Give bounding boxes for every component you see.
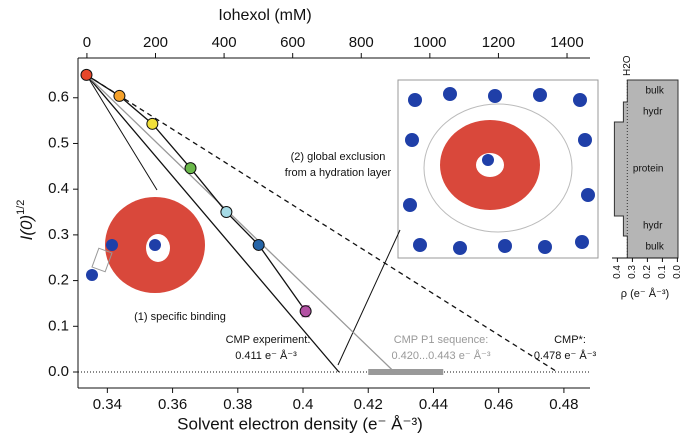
profile-tick-label: 0.4	[612, 265, 623, 279]
x-tick-label: 0.34	[93, 396, 122, 413]
y-tick-label: 0.6	[48, 89, 69, 106]
x-tick-label: 0.38	[223, 396, 252, 413]
annotation: (2) global exclusion	[291, 151, 386, 163]
profile-tick-label: 0.3	[627, 265, 638, 279]
x2-tick-label: 1400	[550, 34, 583, 51]
x2-tick-label: 1000	[413, 34, 446, 51]
region-label: bulk	[645, 86, 664, 97]
x-tick-label: 0.46	[484, 396, 513, 413]
region-label: hydr	[643, 107, 663, 118]
annotation: 0.478 e⁻ Å⁻³	[534, 349, 597, 362]
data-point	[146, 117, 159, 130]
x2-tick-label: 200	[143, 34, 168, 51]
data-point	[299, 305, 312, 318]
x2-tick-label: 600	[280, 34, 305, 51]
data-point	[184, 162, 197, 175]
annotation: 0.420...0.443 e⁻ Å⁻³	[391, 349, 490, 362]
y-axis-title-sup: 1/2	[15, 200, 27, 215]
pointer	[337, 229, 401, 366]
inset-exclusion	[397, 79, 599, 259]
y-tick-label: 0.3	[48, 226, 69, 243]
protein-binding	[86, 197, 205, 293]
profile-title: H2O	[622, 55, 633, 76]
p1-range	[368, 369, 444, 376]
x2-axis-title: Iohexol (mM)	[218, 7, 311, 24]
y-axis-title-main: I(0)	[17, 215, 36, 241]
annotation: CMP P1 sequence:	[394, 334, 489, 346]
x-tick-label: 0.48	[549, 396, 578, 413]
fit-line	[85, 74, 340, 373]
profile-tick-label: 0.0	[672, 265, 680, 279]
annotation: from a hydration layer	[285, 167, 392, 179]
annotation: (1) specific binding	[134, 311, 226, 323]
fit-line	[86, 74, 558, 373]
profile-tick-label: 0.1	[657, 265, 668, 279]
annotation: CMP*:	[554, 334, 586, 346]
region-label: bulk	[645, 242, 664, 253]
y-axis-title: I(0)1/2	[15, 200, 37, 241]
annotation: 0.411 e⁻ Å⁻³	[235, 349, 297, 362]
y-tick-label: 0.1	[48, 317, 69, 334]
profile-x-title: ρ (e⁻ Å⁻³)	[621, 287, 669, 300]
x2-tick-label: 400	[212, 34, 237, 51]
data-point	[220, 206, 233, 219]
x-tick-label: 0.4	[293, 396, 314, 413]
pointer	[86, 74, 158, 191]
fit-line	[86, 74, 395, 373]
data-point	[113, 89, 126, 102]
y-tick-label: 0.2	[48, 272, 69, 289]
x2-tick-label: 1200	[482, 34, 515, 51]
y-tick-label: 0.0	[48, 363, 69, 380]
profile-tick-label: 0.2	[642, 265, 653, 279]
x2-tick-label: 0	[83, 34, 91, 51]
x-axis-title: Solvent electron density (e⁻ Å⁻³)	[177, 414, 423, 433]
x-tick-label: 0.44	[419, 396, 448, 413]
x-tick-label: 0.36	[158, 396, 187, 413]
density-profile: bulk hydr protein hydr bulk 0.4 0.3 0.2 0.1 0.0 H2…	[612, 55, 680, 300]
data-point	[252, 238, 265, 251]
x-tick-label: 0.42	[354, 396, 383, 413]
region-label: hydr	[643, 221, 663, 232]
annotation: CMP experiment:	[226, 334, 311, 346]
x2-tick-label: 800	[349, 34, 374, 51]
data-point	[80, 68, 93, 81]
y-tick-label: 0.5	[48, 134, 69, 151]
region-label: protein	[633, 164, 664, 175]
y-tick-label: 0.4	[48, 180, 69, 197]
